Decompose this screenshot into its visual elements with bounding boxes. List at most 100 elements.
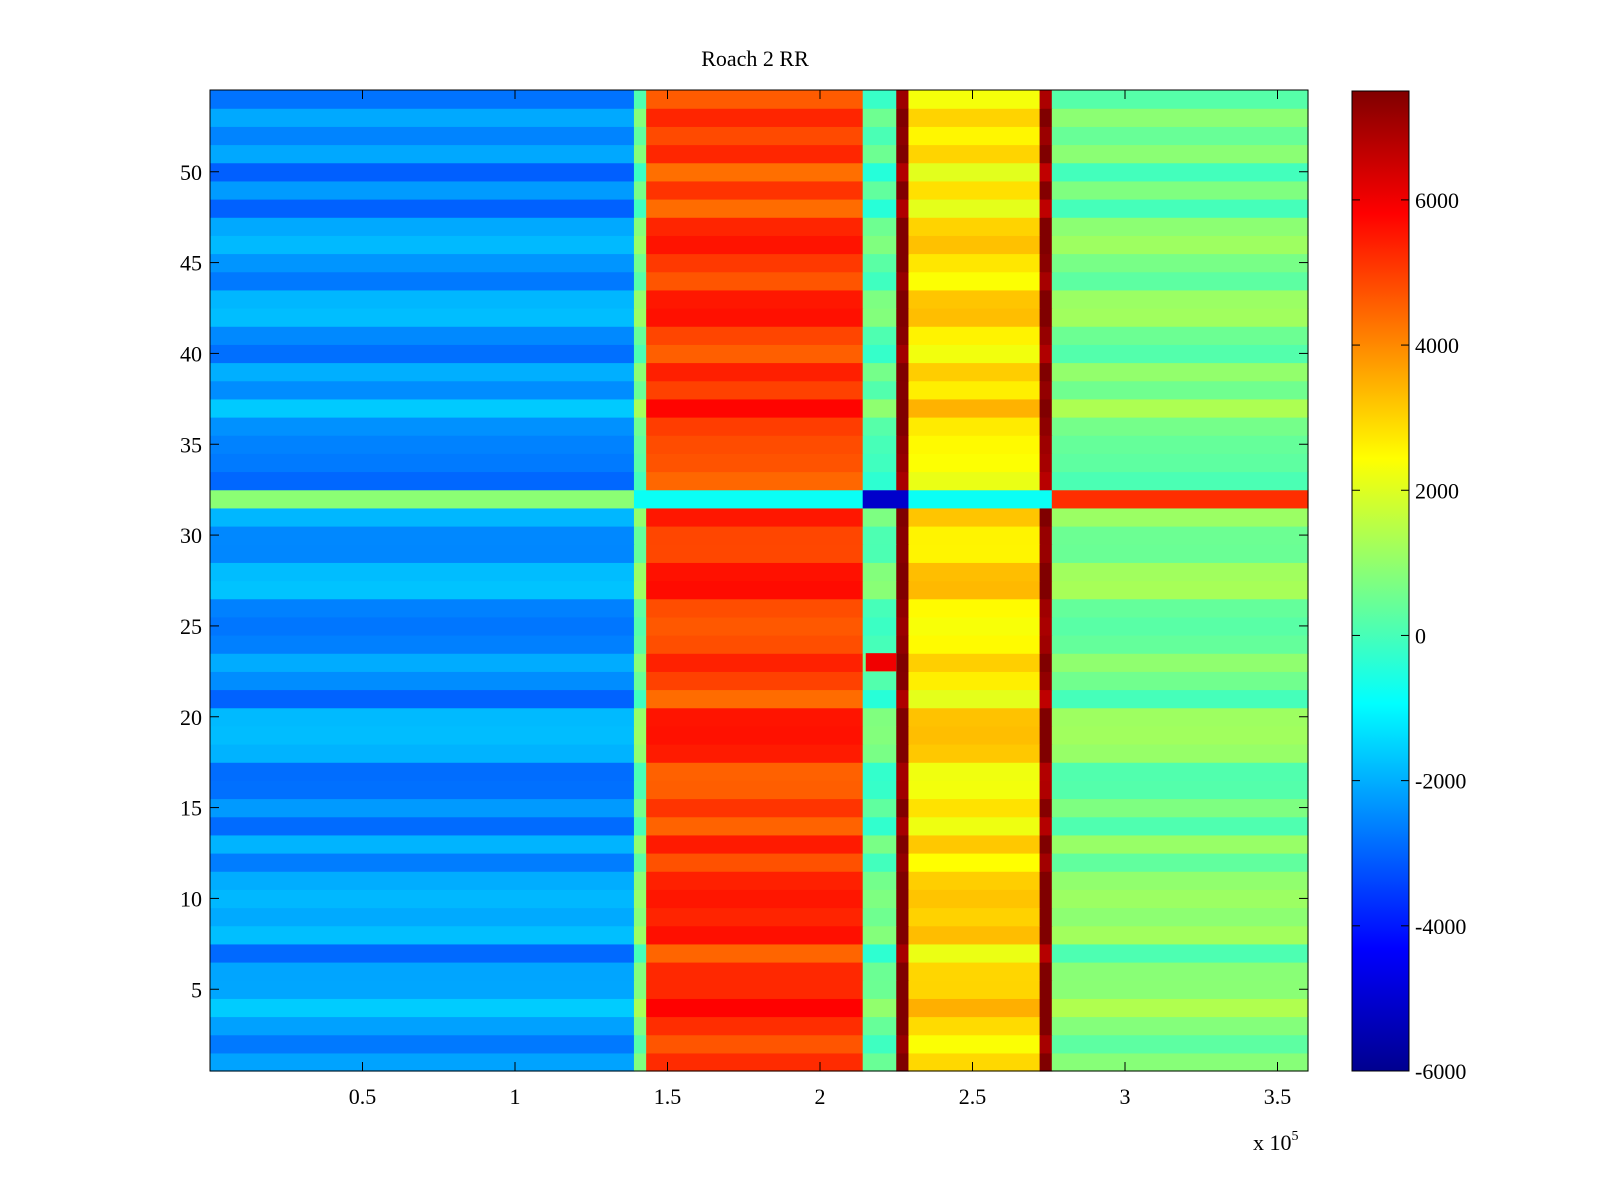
heatmap-cell (633, 380, 647, 400)
heatmap-cell (646, 598, 864, 618)
heatmap-cell (896, 90, 910, 109)
heatmap-cell (1051, 507, 1309, 527)
heatmap-cell (210, 907, 635, 927)
heatmap-cell (646, 489, 864, 509)
heatmap-cell (646, 271, 864, 291)
heatmap-cell (896, 1034, 910, 1054)
heatmap-cell (896, 180, 910, 200)
heatmap-cell (896, 635, 910, 654)
heatmap-cell (646, 980, 864, 999)
colorbar-tick-label: -4000 (1415, 914, 1466, 939)
heatmap-cell (1051, 362, 1309, 382)
heatmap-cell (646, 962, 864, 981)
heatmap-cell (210, 507, 635, 527)
heatmap-cell (1039, 980, 1053, 999)
heatmap-cell (1051, 943, 1309, 963)
heatmap-cell (210, 598, 635, 618)
heatmap-cell (862, 126, 897, 146)
heatmap-cell (862, 998, 897, 1018)
heatmap-cell (862, 380, 897, 400)
heatmap-cell (862, 871, 897, 890)
heatmap-cell (1051, 308, 1309, 327)
heatmap-cell (633, 235, 647, 255)
heatmap-cell (210, 744, 635, 763)
heatmap-cell (646, 308, 864, 327)
heatmap-cell (646, 199, 864, 218)
heatmap-cell (633, 653, 647, 672)
heatmap-cell (210, 707, 635, 727)
heatmap-cell (646, 471, 864, 491)
heatmap-cell (862, 489, 897, 509)
heatmap-cell (646, 943, 864, 963)
heatmap-cell (908, 180, 1041, 200)
heatmap-cell (1051, 453, 1309, 473)
heatmap-cell (646, 453, 864, 473)
heatmap-cell (908, 235, 1041, 255)
heatmap-cell (1051, 417, 1309, 436)
heatmap-cell (908, 853, 1041, 872)
heatmap-cell (1051, 489, 1309, 509)
heatmap-cell (1051, 144, 1309, 164)
heatmap-cell (633, 998, 647, 1018)
heatmap-cell (1051, 90, 1309, 109)
heatmap-cell (1039, 744, 1053, 763)
heatmap-cell (1039, 326, 1053, 345)
heatmap-cell (1039, 253, 1053, 273)
heatmap-cell (862, 235, 897, 255)
heatmap-cell (896, 762, 910, 781)
heatmap-cell (862, 889, 897, 909)
heatmap-cell (1051, 1052, 1309, 1072)
heatmap-cell (1039, 925, 1053, 945)
heatmap-cell (1051, 980, 1309, 999)
heatmap-cell (210, 199, 635, 218)
y-tick-label: 20 (180, 705, 202, 730)
chart-title: Roach 2 RR (701, 46, 809, 71)
heatmap-cell (633, 199, 647, 218)
heatmap-cell (646, 616, 864, 636)
heatmap-cell (896, 1052, 910, 1072)
heatmap-cell (210, 489, 635, 509)
heatmap-cell (633, 1034, 647, 1054)
heatmap-cell (908, 889, 1041, 909)
heatmap-cell (908, 489, 1041, 509)
heatmap-cell (896, 253, 910, 273)
heatmap-cell (646, 853, 864, 872)
heatmap-cell (908, 544, 1041, 563)
heatmap-cell (633, 453, 647, 473)
heatmap-cell (633, 326, 647, 345)
heatmap-cell (1039, 471, 1053, 491)
heatmap-cell (1039, 398, 1053, 418)
heatmap-cell (1039, 417, 1053, 436)
heatmap-cell (646, 671, 864, 691)
heatmap-cell (633, 925, 647, 945)
heatmap-cell (210, 580, 635, 600)
heatmap-cell (646, 725, 864, 745)
heatmap-cell (1039, 798, 1053, 818)
heatmap-cell (1051, 616, 1309, 636)
x-tick-label: 3.5 (1264, 1084, 1292, 1109)
heatmap-cell (1051, 471, 1309, 491)
heatmap-cell (633, 108, 647, 127)
heatmap-cell (908, 762, 1041, 781)
heatmap-cell (633, 598, 647, 618)
heatmap-cell (633, 90, 647, 109)
heatmap-cell (1039, 998, 1053, 1018)
heatmap-cell (210, 780, 635, 800)
heatmap-cell (908, 326, 1041, 345)
heatmap-cell (1039, 671, 1053, 691)
heatmap-cell (862, 980, 897, 999)
heatmap-cell (908, 744, 1041, 763)
plot-frame (209, 89, 1309, 1072)
heatmap-cell (646, 180, 864, 200)
heatmap-cell (1039, 689, 1053, 709)
heatmap-cell (1039, 90, 1053, 109)
heatmap-cell (896, 1016, 910, 1036)
heatmap-cell (646, 816, 864, 836)
heatmap-cell (896, 980, 910, 999)
heatmap-cell (862, 1034, 897, 1054)
heatmap-cell (633, 253, 647, 273)
heatmap-cell (1051, 380, 1309, 400)
heatmap-cell (633, 907, 647, 927)
heatmap-cell (646, 90, 864, 109)
heatmap-cell (862, 853, 897, 872)
